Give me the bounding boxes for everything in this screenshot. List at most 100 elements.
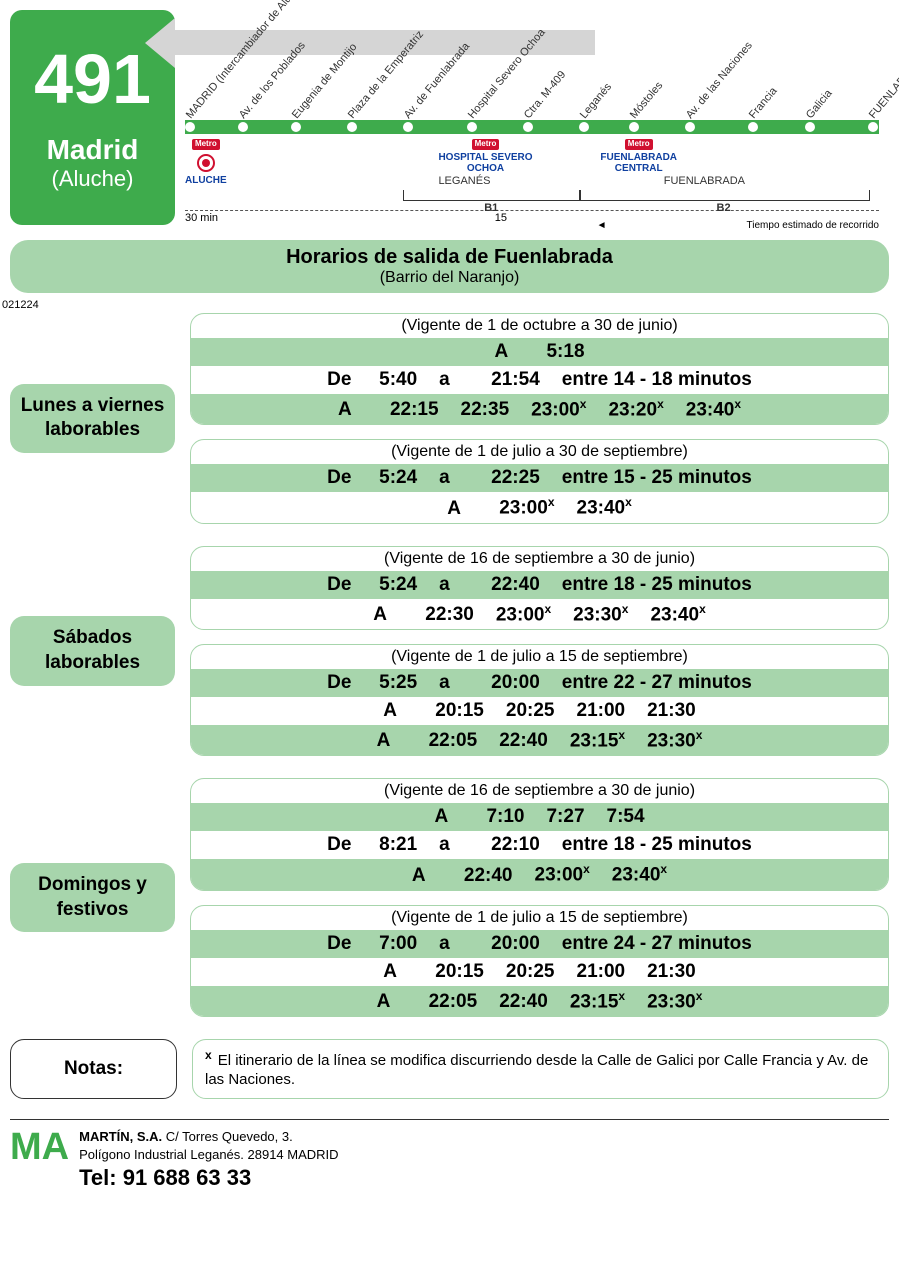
schedule-cell: 5:24 xyxy=(379,574,417,596)
schedule-row: A22:0522:4023:15x23:30x xyxy=(191,725,888,755)
header-section: 491 Madrid (Aluche) Tiempo estimado de r… xyxy=(10,10,889,225)
schedule-row: A20:1520:2521:0021:30 xyxy=(191,697,888,725)
period-header: (Vigente de 1 de julio a 15 de septiembr… xyxy=(191,645,888,669)
schedule-cell: A xyxy=(447,498,477,520)
schedule-cell: A xyxy=(377,730,407,752)
schedule-cell: 5:40 xyxy=(379,369,417,391)
route-subdestination: (Aluche) xyxy=(10,166,175,192)
schedule-cell: 20:00 xyxy=(491,933,540,955)
notes-content: xEl itinerario de la línea se modifica d… xyxy=(192,1039,889,1099)
schedule-block: Domingos y festivos(Vigente de 16 de sep… xyxy=(10,778,889,1017)
stop-label: FUENLABRADA (Bº del Naranjo) xyxy=(867,0,899,121)
schedule-cell: A xyxy=(434,806,464,828)
schedule-cell: 22:15 xyxy=(390,399,439,421)
schedule-cell: De xyxy=(327,672,357,694)
schedule-cell: 8:21 xyxy=(379,834,417,856)
schedule-cell: 23:40x xyxy=(612,862,667,886)
periods: (Vigente de 16 de septiembre a 30 de jun… xyxy=(190,778,889,1017)
period: (Vigente de 16 de septiembre a 30 de jun… xyxy=(190,546,889,630)
schedule-cell: 20:00 xyxy=(491,672,540,694)
day-label: Domingos y festivos xyxy=(10,863,175,932)
schedule-cell: 23:40x xyxy=(686,397,741,421)
schedule-cell: 23:00x xyxy=(535,862,590,886)
schedule-row: De8:21a22:10entre 18 - 25 minutos xyxy=(191,831,888,859)
schedule-cell: 23:00x xyxy=(531,397,586,421)
stop-dot xyxy=(523,122,533,132)
schedules-container: Lunes a viernes laborables(Vigente de 1 … xyxy=(10,313,889,1017)
schedule-cell: De xyxy=(327,369,357,391)
note-marker: x xyxy=(205,1048,212,1062)
schedule-cell: 21:54 xyxy=(491,369,540,391)
stop-dot xyxy=(238,122,248,132)
metro-icon: Metro xyxy=(192,139,220,150)
schedule-cell: 7:27 xyxy=(546,806,584,828)
schedule-cell: 22:40 xyxy=(464,865,513,887)
tel-number: 91 688 63 33 xyxy=(123,1165,251,1190)
title-bar: Horarios de salida de Fuenlabrada (Barri… xyxy=(10,240,889,293)
schedule-cell: 22:40 xyxy=(499,730,548,752)
schedule-row: De5:40a21:54entre 14 - 18 minutos xyxy=(191,366,888,394)
note-text: El itinerario de la línea se modifica di… xyxy=(205,1052,868,1089)
interchange: MetroALUCHE xyxy=(185,138,227,186)
period: (Vigente de 1 de octubre a 30 de junio)A… xyxy=(190,313,889,425)
schedule-row: A 7:10 7:27 7:54 xyxy=(191,803,888,831)
period: (Vigente de 1 de julio a 15 de septiembr… xyxy=(190,905,889,1017)
schedule-row: De5:24a22:25entre 15 - 25 minutos xyxy=(191,464,888,492)
period-header: (Vigente de 16 de septiembre a 30 de jun… xyxy=(191,547,888,571)
schedule-cell: a xyxy=(439,369,469,391)
schedule-block: Sábados laborables(Vigente de 16 de sept… xyxy=(10,546,889,757)
stop-label: Ctra. M-409 xyxy=(522,69,569,121)
schedule-block: Lunes a viernes laborables(Vigente de 1 … xyxy=(10,313,889,524)
zone-code: B2 xyxy=(717,202,731,214)
stop-dot xyxy=(685,122,695,132)
schedule-cell: 23:15x xyxy=(570,989,625,1013)
route-map: Tiempo estimado de recorrido MADRID (Int… xyxy=(185,10,889,225)
time-mark: 30 min xyxy=(185,212,218,224)
zone-label: FUENLABRADA xyxy=(664,175,745,187)
period: (Vigente de 16 de septiembre a 30 de jun… xyxy=(190,778,889,890)
zone-bracket xyxy=(403,190,581,201)
schedule-row: A23:00x23:40x xyxy=(191,492,888,522)
schedule-cell: 22:05 xyxy=(429,991,478,1013)
schedule-cell: 22:30 xyxy=(425,604,474,626)
schedule-row: A20:1520:2521:0021:30 xyxy=(191,958,888,986)
stop-dot xyxy=(868,122,878,132)
schedule-row: A22:0522:4023:15x23:30x xyxy=(191,986,888,1016)
schedule-cell: De xyxy=(327,574,357,596)
schedule-cell: 7:54 xyxy=(607,806,645,828)
schedule-cell: 7:10 xyxy=(486,806,524,828)
schedule-cell: 21:00 xyxy=(577,961,626,983)
schedule-cell: 5:18 xyxy=(546,341,584,363)
period: (Vigente de 1 de julio a 15 de septiembr… xyxy=(190,644,889,756)
schedule-cell: 22:05 xyxy=(429,730,478,752)
metro-icon: Metro xyxy=(625,139,653,150)
schedule-cell: A xyxy=(494,341,524,363)
notes-label: Notas: xyxy=(10,1039,177,1099)
schedule-cell: 22:40 xyxy=(499,991,548,1013)
schedule-row: A 5:18 xyxy=(191,338,888,366)
period-header: (Vigente de 1 de octubre a 30 de junio) xyxy=(191,314,888,338)
company-name: MARTÍN, S.A. xyxy=(79,1129,162,1144)
document-code: 021224 xyxy=(2,299,39,311)
schedule-cell: 23:00x xyxy=(496,602,551,626)
zone-label: LEGANÉS xyxy=(438,175,490,187)
schedule-cell: 20:15 xyxy=(435,961,484,983)
periods: (Vigente de 16 de septiembre a 30 de jun… xyxy=(190,546,889,757)
footer: MA MARTÍN, S.A. C/ Torres Quevedo, 3. Po… xyxy=(10,1119,889,1193)
schedule-cell: a xyxy=(439,467,469,489)
schedule-row: De5:25a20:00entre 22 - 27 minutos xyxy=(191,669,888,697)
periods: (Vigente de 1 de octubre a 30 de junio)A… xyxy=(190,313,889,524)
schedule-cell: 23:30x xyxy=(647,728,702,752)
stop-label: Av. de las Naciones xyxy=(684,40,755,121)
schedule-cell: a xyxy=(439,574,469,596)
schedule-cell: 22:40 xyxy=(491,574,540,596)
stop-label: Leganés xyxy=(578,81,614,121)
schedule-cell: 22:10 xyxy=(491,834,540,856)
schedule-cell: 22:25 xyxy=(491,467,540,489)
route-destination: Madrid xyxy=(10,134,175,166)
schedule-cell: 20:25 xyxy=(506,700,555,722)
interchange: MetroHOSPITAL SEVEROOCHOA xyxy=(438,138,532,174)
schedule-cell: 5:24 xyxy=(379,467,417,489)
stop-dot xyxy=(291,122,301,132)
schedule-cell: a xyxy=(439,672,469,694)
